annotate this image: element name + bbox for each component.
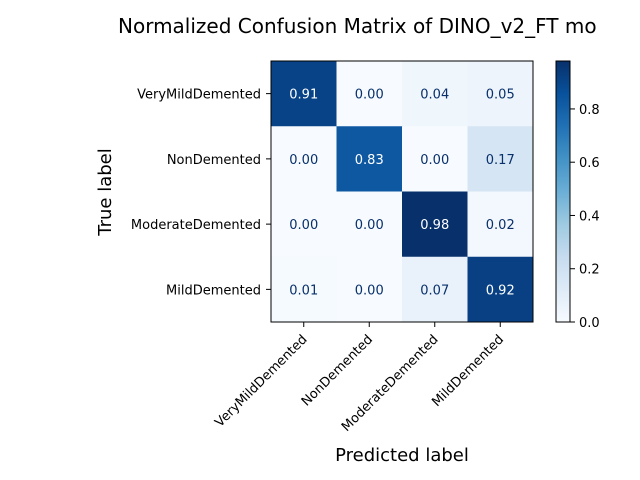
y-tick-label: ModerateDemented [131, 218, 261, 233]
cell-value-label: 0.02 [486, 218, 515, 233]
colorbar-tick-label: 0.2 [579, 263, 600, 278]
colorbar-tick-label: 0.0 [579, 316, 600, 331]
heatmap-cell [467, 61, 534, 127]
cell-value-label: 0.04 [420, 88, 449, 103]
heatmap-cell [271, 191, 337, 258]
cell-value-label: 0.92 [486, 283, 515, 298]
heatmap-cell [402, 256, 468, 323]
y-tick-label: NonDemented [167, 153, 261, 168]
heatmap-cell [467, 126, 534, 192]
heatmap-cell [402, 61, 468, 127]
heatmap-cell [271, 61, 337, 127]
heatmap-cell [467, 256, 534, 323]
heatmap-cell [336, 126, 403, 192]
y-tick-label: VeryMildDemented [137, 88, 261, 103]
y-axis-label: True label [95, 148, 116, 237]
heatmap-cell [336, 61, 403, 127]
cell-value-label: 0.83 [355, 153, 384, 168]
cell-value-label: 0.91 [289, 88, 318, 103]
colorbar-tick-label: 0.4 [579, 209, 600, 224]
heatmap-cell [402, 126, 468, 192]
cell-value-label: 0.00 [355, 283, 384, 298]
heatmap-value-labels: 0.91 0.00 0.04 0.05 0.00 0.83 0.00 0.17 0.00 0.00… [289, 88, 514, 299]
cell-value-label: 0.07 [420, 283, 449, 298]
x-axis-label: Predicted label [335, 445, 469, 466]
cell-value-label: 0.17 [486, 153, 515, 168]
heatmap-cell [271, 126, 337, 192]
y-axis-ticks: VeryMildDemented NonDemented ModerateDemen… [131, 88, 271, 298]
colorbar-tick-label: 0.8 [579, 103, 600, 118]
plot-frame [270, 60, 534, 323]
cell-value-label: 0.00 [355, 218, 384, 233]
colorbar-ticks: 0.0 0.2 0.4 0.6 0.8 [570, 103, 600, 331]
chart-title: Normalized Confusion Matrix of DINO_v2_F… [118, 14, 597, 38]
heatmap-cell [467, 191, 534, 258]
cell-value-label: 0.05 [486, 88, 515, 103]
heatmap-cell [336, 191, 403, 258]
cell-value-label: 0.98 [420, 218, 449, 233]
colorbar-tick-label: 0.6 [579, 156, 600, 171]
cell-value-label: 0.00 [355, 88, 384, 103]
heatmap-cell [336, 256, 403, 323]
x-axis-ticks: VeryMildDementedNonDementedModerateDemen… [212, 322, 507, 435]
cell-value-label: 0.01 [289, 283, 318, 298]
cell-value-label: 0.00 [420, 153, 449, 168]
colorbar [555, 60, 571, 323]
x-tick-label: MildDemented [429, 332, 507, 410]
cell-value-label: 0.00 [289, 153, 318, 168]
x-tick-label: VeryMildDemented [212, 332, 310, 430]
heatmap-cell [271, 256, 337, 323]
y-tick-label: MildDemented [166, 283, 261, 298]
cell-value-label: 0.00 [289, 218, 318, 233]
heatmap-cell [402, 191, 468, 258]
heatmap-cells [271, 61, 534, 323]
